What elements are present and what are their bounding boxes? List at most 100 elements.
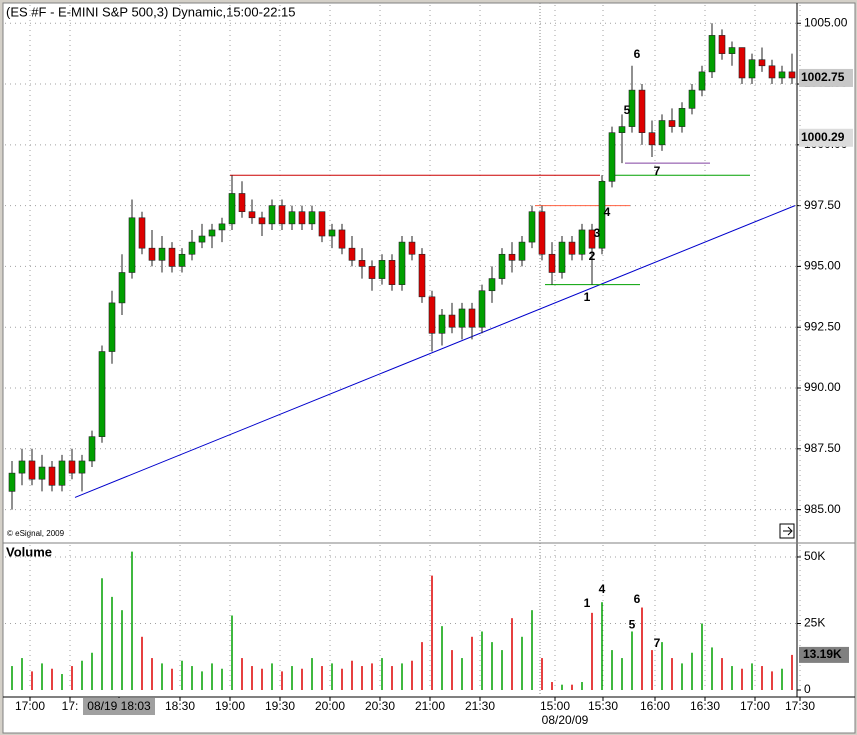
y-tick-label: 985.00 [804,502,841,516]
candle-body [758,59,766,67]
candle-body [688,89,696,109]
candle-body [488,278,496,292]
annotation: 2 [589,249,596,263]
candle-body [678,108,686,127]
candle-body [268,205,276,225]
candle-body [308,211,316,225]
candle-body [318,211,326,237]
annotation: 4 [599,582,606,596]
candle-body [638,89,646,133]
candle-body [588,229,596,249]
x-tick-label: 21:00 [415,699,445,713]
y-tick-label: 25K [804,616,825,630]
x-tick-label: 17:00 [15,699,45,713]
candle-body [448,314,456,328]
x-tick-label: 16:00 [640,699,670,713]
candle-body [138,217,146,249]
candle-body [778,71,786,79]
drawn-line [74,205,796,498]
candle-body [178,253,186,267]
candle-body [768,65,776,79]
candle-body [218,223,226,231]
candle-body [338,229,346,249]
volume-marker-label: 13.19K [803,647,842,661]
candle-body [108,302,116,352]
annotation: 6 [634,47,641,61]
x-tick-label: 21:30 [465,699,495,713]
candle-body [498,253,506,279]
y-tick-label: 990.00 [804,380,841,394]
candle-body [258,217,266,225]
price-marker-label: 1002.75 [801,70,845,84]
candle-body [408,241,416,255]
x-tick-label: 18:30 [165,699,195,713]
x-tick-label: 20:00 [315,699,345,713]
x-tick-label: 08/19 18:03 [87,699,151,713]
x-tick-label: 17:00 [740,699,770,713]
cursor-label-box [83,698,155,715]
annotation: 1 [584,290,591,304]
annotation: 6 [634,592,641,606]
candle-body [68,460,76,474]
candle-body [358,260,366,267]
x-tick-label: 19:00 [215,699,245,713]
candle-body [58,460,66,486]
x-tick-label: 19:30 [265,699,295,713]
watermark: © eSignal, 2009 [7,529,65,538]
candle-body [698,71,706,91]
y-tick-label: 995.00 [804,259,841,273]
y-tick-label: 50K [804,549,825,563]
candle-body [728,47,736,54]
candle-body [478,290,486,328]
x-tick-label: 20:30 [365,699,395,713]
x-tick-label: 15:00 [540,699,570,713]
candle-body [378,260,386,279]
candle-body [18,460,26,474]
candle-body [738,47,746,79]
candle-body [28,460,36,480]
candle-body [578,229,586,255]
candle-body [428,296,436,334]
candle-body [238,193,246,213]
candle-body [158,247,166,261]
candle-body [388,260,396,285]
annotation: 5 [629,617,636,631]
chart-title: (ES #F - E-MINI S&P 500,3) Dynamic,15:00… [6,4,296,19]
volume-label: Volume [6,544,52,559]
annotation: 4 [604,205,611,219]
annotation: 3 [594,226,601,240]
x-tick-label: 17:30 [785,699,815,713]
x-tick-label: 17: [62,699,79,713]
candle-body [38,466,46,480]
annotation: 7 [654,164,661,178]
candle-body [608,132,616,182]
candle-body [558,241,566,273]
candle-body [598,181,606,249]
candle-body [618,126,626,133]
candle-body [88,436,96,462]
candle-body [548,253,556,273]
y-tick-label: 987.50 [804,441,841,455]
annotation: 7 [654,636,661,650]
x-tick-label: 16:30 [690,699,720,713]
price-marker-label: 1000.29 [801,130,845,144]
y-tick-label: 1005.00 [804,15,848,29]
candle-body [168,247,176,267]
candle-body [668,120,676,127]
candle-body [98,351,106,437]
date-label: 08/20/09 [542,713,589,727]
volume-marker-box [799,646,849,663]
candle-body [248,211,256,219]
candle-body [8,472,16,492]
candle-body [288,211,296,225]
candle-body [748,59,756,79]
candle-body [628,89,636,127]
scale-icon [779,523,795,539]
candle-body [458,308,466,328]
candle-body [48,466,56,486]
candle-body [228,193,236,225]
candle-body [348,247,356,261]
candle-body [198,235,206,243]
